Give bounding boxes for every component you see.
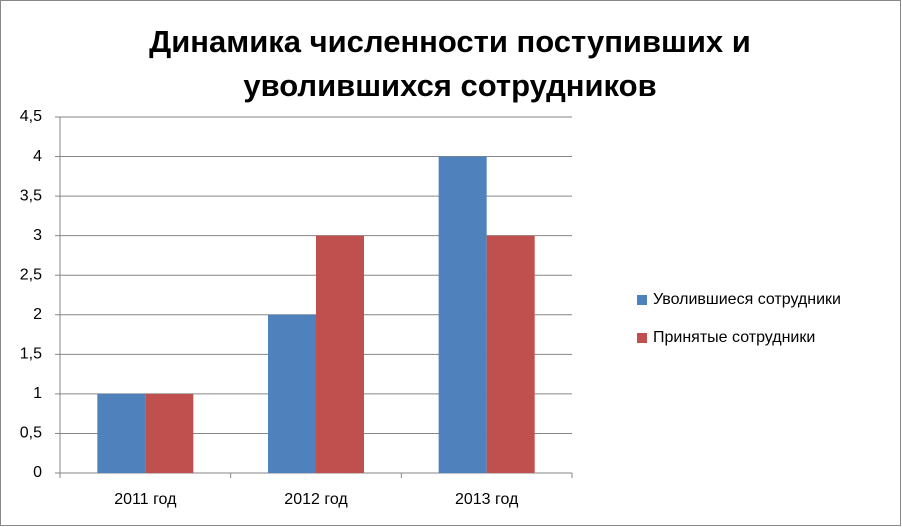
y-tick-label: 4 [33,148,42,165]
y-tick-label: 0 [33,464,42,481]
bar [316,235,364,473]
bar [438,156,487,474]
bar [268,314,316,473]
x-tick-label: 2011 год [114,491,177,508]
legend-swatch [637,295,647,305]
bar [97,393,146,473]
legend-swatch [637,333,647,343]
bar [486,235,535,473]
y-tick-label: 2,5 [20,266,42,283]
bar [145,393,194,473]
legend-label: Принятые сотрудники [653,329,815,346]
y-tick-label: 0,5 [20,425,42,442]
x-tick-label: 2012 год [284,491,348,508]
y-tick-label: 1,5 [20,346,42,363]
y-tick-label: 2 [33,306,42,323]
y-tick-label: 3,5 [20,187,42,204]
y-tick-label: 3 [33,227,42,244]
chart-title: Динамика численности поступивших и уволи… [149,24,751,103]
y-tick-label: 4,5 [20,108,42,125]
y-tick-label: 1 [33,385,42,402]
legend-label: Уволившиеся сотрудники [653,291,841,308]
x-tick-label: 2013 год [455,491,519,508]
